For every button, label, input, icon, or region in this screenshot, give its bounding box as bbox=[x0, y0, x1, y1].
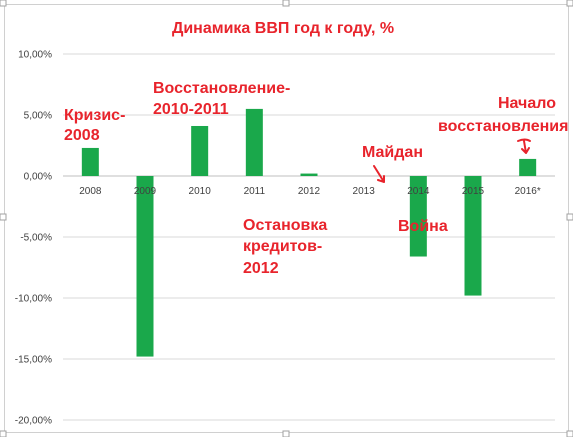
resize-handle-bottom-left[interactable] bbox=[0, 430, 7, 437]
annotation-credit-stop-line2: кредитов- bbox=[243, 238, 322, 255]
bar-2015[interactable] bbox=[464, 176, 482, 296]
bar-2009[interactable] bbox=[136, 176, 154, 357]
resize-handle-right[interactable] bbox=[566, 213, 573, 221]
annotation-war: Война bbox=[398, 218, 448, 235]
bar-2012[interactable] bbox=[300, 173, 318, 176]
y-tick-label: 10,00% bbox=[18, 50, 52, 61]
chart-title: Динамика ВВП год к году, % bbox=[172, 20, 394, 37]
annotation-crisis-line1: Кризис- bbox=[64, 107, 125, 124]
resize-handle-bottom[interactable] bbox=[282, 430, 290, 437]
annotation-recovery-line2: 2010-2011 bbox=[153, 101, 229, 118]
bar-2014[interactable] bbox=[409, 176, 427, 257]
y-axis-ticks: 10,00% 5,00% 0,00% -5,00% -10,00% -15,00% -20,… bbox=[15, 50, 52, 427]
annotation-recovery-line1: Восстановление- bbox=[153, 80, 290, 97]
annotation-credit-stop-line1: Остановка bbox=[243, 217, 327, 234]
resize-handle-left[interactable] bbox=[0, 213, 7, 221]
x-tick-label: 2009 bbox=[134, 186, 157, 197]
annotation-crisis-line2: 2008 bbox=[64, 127, 100, 144]
y-tick-label: -5,00% bbox=[20, 233, 52, 244]
annotation-recovery-start-line2: восстановления bbox=[438, 118, 568, 135]
annotation-recovery-start-line1: Начало bbox=[498, 95, 556, 112]
bar-2016[interactable] bbox=[519, 158, 537, 176]
resize-handle-top-left[interactable] bbox=[0, 0, 7, 7]
annotation-credit-stop-line3: 2012 bbox=[243, 260, 279, 277]
x-tick-label: 2016* bbox=[515, 186, 541, 197]
x-tick-label: 2008 bbox=[79, 186, 102, 197]
annotation-maidan: Майдан bbox=[362, 144, 423, 161]
bar-2010[interactable] bbox=[191, 125, 209, 176]
x-tick-label: 2013 bbox=[353, 186, 376, 197]
y-tick-label: 5,00% bbox=[24, 111, 52, 122]
y-tick-label: 0,00% bbox=[24, 172, 52, 183]
y-tick-label: -10,00% bbox=[15, 294, 52, 305]
x-tick-label: 2012 bbox=[298, 186, 321, 197]
x-tick-label: 2011 bbox=[244, 186, 266, 197]
maidan-arrow-icon bbox=[373, 165, 385, 183]
y-tick-label: -20,00% bbox=[15, 416, 52, 427]
bars bbox=[81, 108, 537, 357]
x-tick-label: 2014 bbox=[407, 186, 430, 197]
y-tick-label: -15,00% bbox=[15, 355, 52, 366]
x-tick-label: 2010 bbox=[189, 186, 212, 197]
bar-2011[interactable] bbox=[245, 108, 263, 176]
bar-2008[interactable] bbox=[81, 147, 99, 176]
resize-handle-top[interactable] bbox=[282, 0, 290, 7]
resize-handle-top-right[interactable] bbox=[566, 0, 573, 7]
resize-handle-bottom-right[interactable] bbox=[566, 430, 573, 437]
x-tick-label: 2015 bbox=[462, 186, 485, 197]
recovery-arrow-icon bbox=[517, 138, 531, 154]
x-axis-ticks: 2008 2009 2010 2011 2012 2013 2014 2015 2016* bbox=[79, 186, 541, 197]
